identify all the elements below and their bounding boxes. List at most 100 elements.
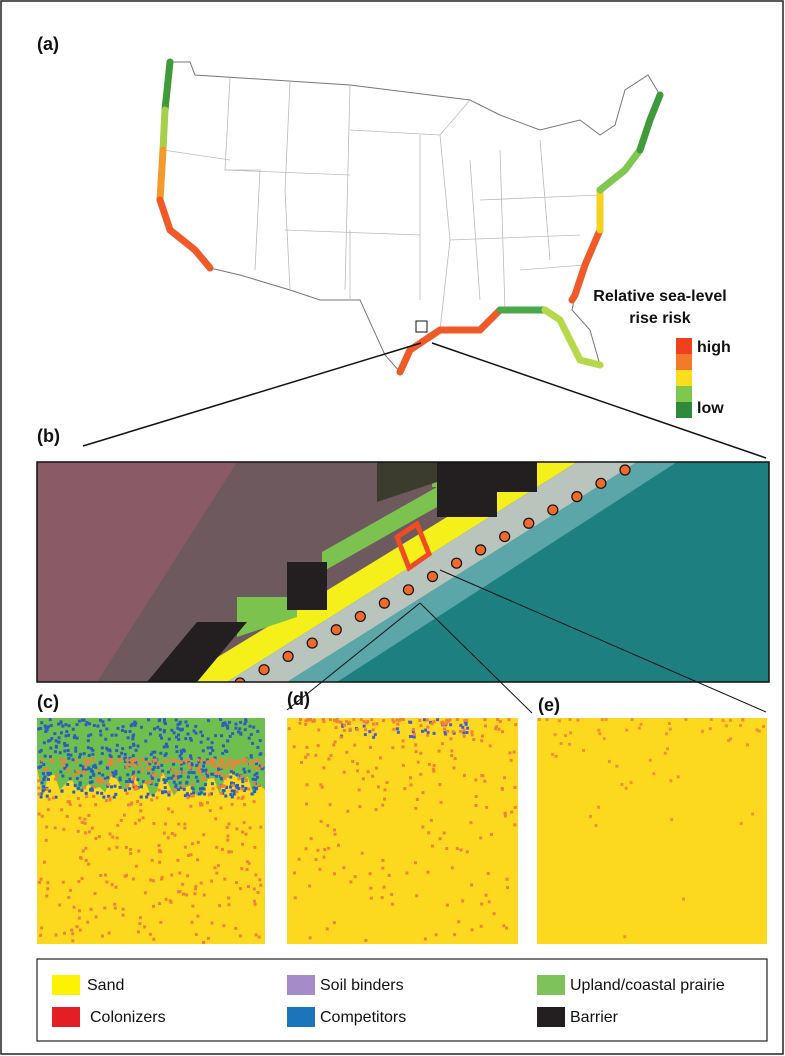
- colonizer-cell: [200, 882, 203, 885]
- colonizer-cell: [253, 782, 256, 785]
- colonizer-cell: [258, 878, 261, 881]
- competitor-cell: [42, 789, 45, 792]
- colonizer-cell: [39, 934, 42, 937]
- competitor-cell: [235, 785, 238, 788]
- colonizer-cell: [173, 834, 176, 837]
- competitor-cell: [199, 730, 202, 733]
- colonizer-cell: [227, 822, 230, 825]
- colonizer-cell: [383, 798, 386, 801]
- competitor-cell: [150, 753, 153, 756]
- panel-label: (a): [37, 34, 59, 54]
- colonizer-cell: [158, 850, 161, 853]
- colonizer-cell: [382, 719, 385, 722]
- colonizer-cell: [345, 720, 348, 723]
- colonizer-cell: [293, 745, 296, 748]
- colonizer-cell: [471, 733, 474, 736]
- colonizer-cell: [116, 824, 119, 827]
- colonizer-cell: [60, 758, 63, 761]
- colonizer-cell: [501, 730, 504, 733]
- colonizer-cell: [412, 728, 415, 731]
- colonizer-cell: [181, 883, 184, 886]
- colonizer-cell: [104, 780, 107, 783]
- competitor-cell: [233, 793, 236, 796]
- competitor-cell: [220, 734, 223, 737]
- competitor-cell: [44, 724, 47, 727]
- colonizer-cell: [220, 766, 223, 769]
- colonizer-cell: [729, 719, 732, 722]
- colonizer-cell: [245, 758, 248, 761]
- colonizer-cell: [241, 797, 244, 800]
- colonizer-cell: [722, 719, 725, 722]
- competitor-cell: [423, 718, 426, 721]
- colonizer-cell: [625, 787, 628, 790]
- competitor-cell: [59, 770, 62, 773]
- colonizer-cell: [105, 880, 108, 883]
- colonizer-cell: [89, 758, 92, 761]
- competitor-cell: [124, 789, 127, 792]
- colonizer-cell: [171, 810, 174, 813]
- competitor-cell: [165, 743, 168, 746]
- colonizer-cell: [652, 772, 655, 775]
- colonizer-cell: [601, 718, 604, 721]
- competitor-cell: [90, 768, 93, 771]
- colonizer-cell: [112, 763, 115, 766]
- competitor-cell: [158, 719, 161, 722]
- colonizer-cell: [191, 905, 194, 908]
- competitor-cell: [140, 785, 143, 788]
- colonizer-cell: [489, 744, 492, 747]
- colonizer-cell: [46, 788, 49, 791]
- colonizer-cell: [177, 890, 180, 893]
- competitor-cell: [165, 752, 168, 755]
- competitor-cell: [74, 750, 77, 753]
- colonizer-cell: [342, 866, 345, 869]
- competitor-cell: [236, 773, 239, 776]
- competitor-cell: [170, 729, 173, 732]
- competitor-cell: [136, 778, 139, 781]
- competitor-cell: [250, 733, 253, 736]
- colonizer-cell: [245, 778, 248, 781]
- colonizer-cell: [474, 804, 477, 807]
- competitor-cell: [69, 754, 72, 757]
- competitor-cell: [211, 741, 214, 744]
- colonizer-cell: [684, 718, 687, 721]
- colonizer-cell: [369, 746, 372, 749]
- competitor-cell: [145, 796, 148, 799]
- competitor-cell: [74, 747, 77, 750]
- colonizer-cell: [75, 769, 78, 772]
- competitor-cell: [202, 765, 205, 768]
- colonizer-cell: [354, 875, 357, 878]
- competitor-cell: [43, 775, 46, 778]
- competitor-cell: [211, 749, 214, 752]
- colonizer-cell: [514, 723, 517, 726]
- figure: (a) Relative sea-level rise risk high lo…: [0, 0, 785, 1056]
- colonizer-cell: [254, 873, 257, 876]
- colonizer-cell: [320, 820, 323, 823]
- colonizer-cell: [109, 832, 112, 835]
- colonizer-cell: [245, 833, 248, 836]
- competitor-cell: [69, 777, 72, 780]
- colonizer-cell: [253, 900, 256, 903]
- colonizer-cell: [337, 844, 340, 847]
- legend-swatch: [52, 975, 80, 995]
- colonizer-cell: [421, 791, 424, 794]
- competitor-cell: [63, 750, 66, 753]
- colonizer-cell: [640, 723, 643, 726]
- competitor-cell: [42, 778, 45, 781]
- colonizer-cell: [228, 758, 231, 761]
- colonizer-cell: [152, 905, 155, 908]
- colonizer-cell: [414, 743, 417, 746]
- colonizer-cell: [484, 894, 487, 897]
- competitor-cell: [433, 732, 436, 735]
- competitor-cell: [160, 764, 163, 767]
- colonizer-cell: [598, 732, 601, 735]
- colonizer-cell: [379, 756, 382, 759]
- competitor-cell: [87, 739, 90, 742]
- competitor-cell: [253, 786, 256, 789]
- competitor-cell: [132, 743, 135, 746]
- competitor-cell: [87, 746, 90, 749]
- colonizer-cell: [343, 771, 346, 774]
- competitor-cell: [40, 749, 43, 752]
- legend-label: Sand: [87, 977, 124, 994]
- competitor-cell: [200, 791, 203, 794]
- colonizer-cell: [739, 724, 742, 727]
